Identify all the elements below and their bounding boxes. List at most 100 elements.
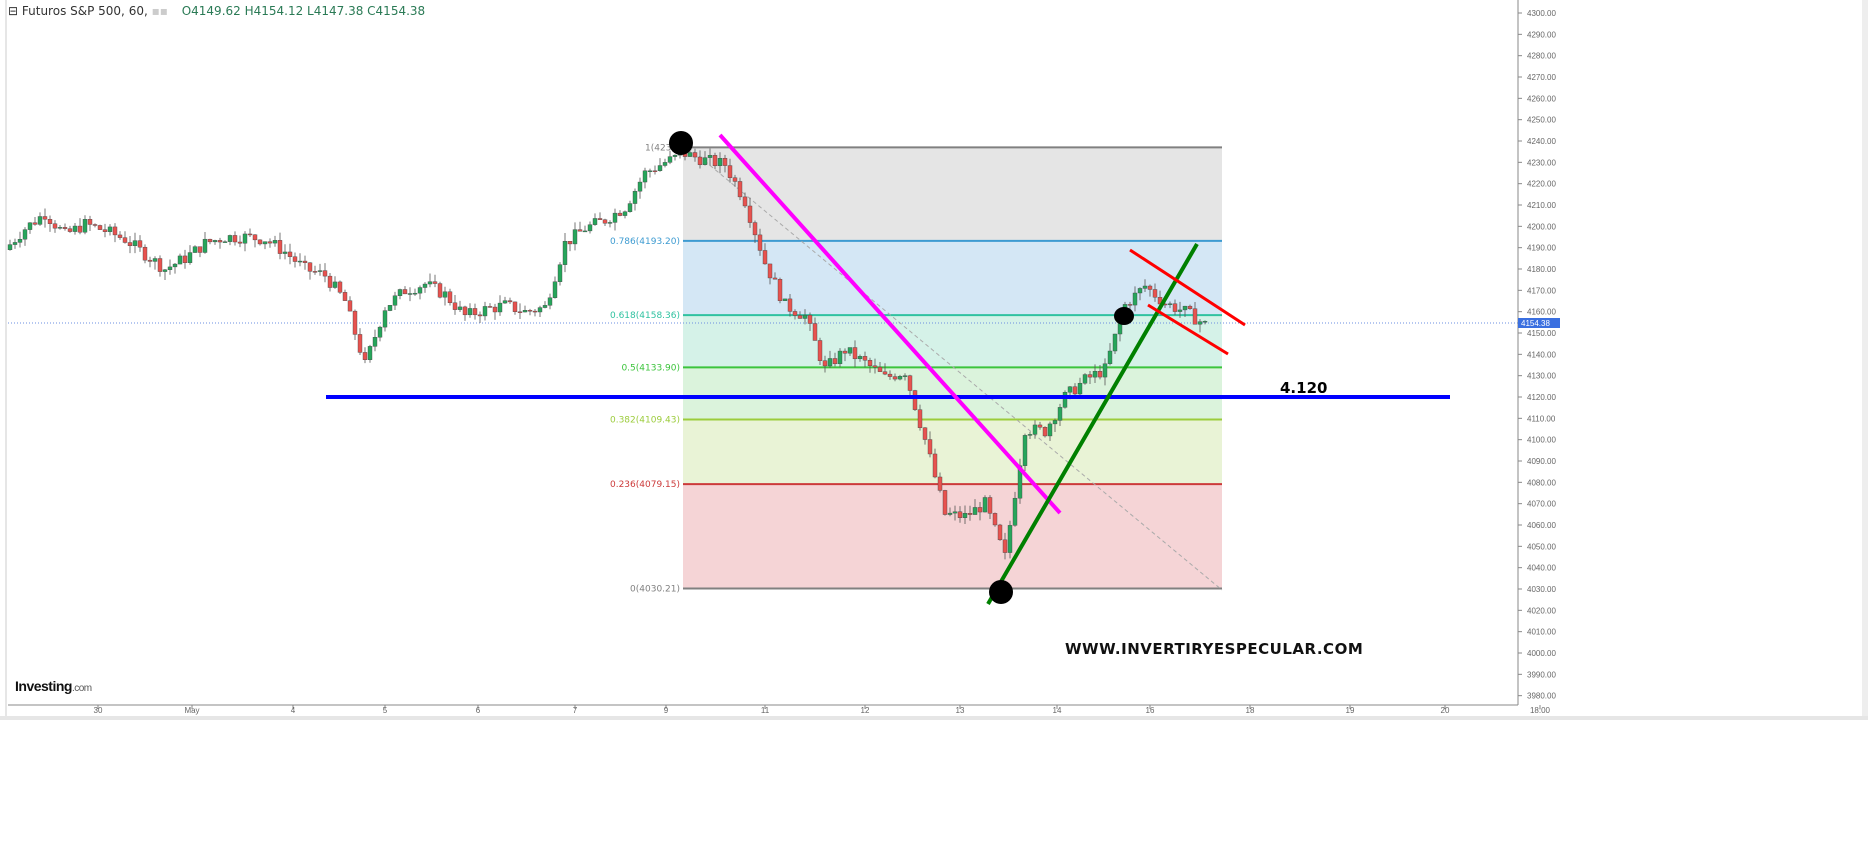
- candle-body: [202, 238, 208, 253]
- candle-body: [972, 507, 978, 515]
- candle-body: [607, 222, 613, 224]
- y-tick-label: 4010.00: [1527, 628, 1556, 637]
- candle-body: [577, 229, 583, 232]
- candle-body: [87, 219, 93, 225]
- fibonacci-retracement[interactable]: 1(4237. 0.786(4193.20) 0.618(4158.36) 0.5(4…: [610, 143, 1222, 595]
- candle-body: [742, 196, 748, 207]
- candle-body: [217, 240, 223, 243]
- candle-body: [177, 255, 183, 265]
- collapse-icon[interactable]: ⊟: [8, 4, 19, 18]
- candle-body: [1177, 309, 1183, 312]
- candle-body: [522, 310, 528, 313]
- y-tick-label: 4240.00: [1527, 137, 1556, 146]
- candles: [7, 148, 1208, 560]
- fib-zone: [683, 147, 1222, 241]
- fib-zone: [683, 484, 1222, 589]
- candle-body: [147, 259, 153, 262]
- candle-body: [187, 252, 193, 263]
- candle-body: [242, 233, 248, 244]
- fib-level-label: 0(4030.21): [630, 585, 680, 595]
- candle-body: [762, 250, 768, 265]
- candle-body: [417, 287, 423, 294]
- y-tick-label: 4220.00: [1527, 180, 1556, 189]
- candle-body: [292, 256, 298, 262]
- fib-level-label: 1(4237.: [645, 143, 680, 153]
- candle-body: [727, 165, 733, 178]
- candle-body: [582, 230, 588, 233]
- channel-upper-line[interactable]: [1129, 248, 1246, 327]
- right-scrollbar[interactable]: [1862, 0, 1868, 716]
- settings-icon[interactable]: ▪▪: [151, 4, 168, 18]
- y-tick-label: 4200.00: [1527, 222, 1556, 231]
- candle-body: [1022, 435, 1028, 466]
- candle-body: [1182, 305, 1188, 311]
- candle-body: [102, 229, 108, 232]
- candle-body: [1082, 374, 1088, 384]
- candle-body: [487, 306, 493, 308]
- x-tick-label: 7: [573, 706, 578, 715]
- pivot-low-marker: [989, 580, 1013, 604]
- y-tick-label: 4020.00: [1527, 606, 1556, 615]
- candle-body: [1002, 539, 1008, 553]
- candle-body: [97, 225, 103, 230]
- candle-body: [1152, 289, 1158, 298]
- candle-body: [1072, 386, 1078, 395]
- channel-lower-line[interactable]: [1147, 303, 1229, 356]
- x-tick-label: 6: [476, 706, 481, 715]
- candle-body: [787, 298, 793, 312]
- candle-body: [1077, 382, 1083, 395]
- candle-body: [947, 512, 953, 515]
- candle-body: [932, 453, 938, 478]
- candle-body: [752, 222, 758, 236]
- candle-body: [917, 409, 923, 428]
- x-tick-label: 12: [861, 706, 870, 715]
- x-tick-label: 18: [1246, 706, 1255, 715]
- candle-body: [162, 269, 168, 272]
- candle-body: [1047, 423, 1053, 437]
- y-tick-label: 4060.00: [1527, 521, 1556, 530]
- candle-body: [412, 292, 418, 295]
- candle-body: [812, 323, 818, 341]
- candle-body: [817, 340, 823, 361]
- candle-body: [837, 350, 843, 365]
- candle-body: [497, 302, 503, 313]
- price-axis[interactable]: 4300.00 4290.00 4280.00 4270.00 4260.00 4250.…: [1518, 9, 1556, 701]
- time-axis[interactable]: 30 May 4 5 6 7 9 11 12 13 14 16 18 19 20 18:00: [94, 705, 1551, 715]
- candle-body: [652, 170, 658, 172]
- candle-body: [1012, 497, 1018, 526]
- candle-body: [332, 281, 338, 288]
- y-tick-label: 4090.00: [1527, 457, 1556, 466]
- candle-body: [432, 281, 438, 284]
- candle-body: [397, 289, 403, 296]
- y-tick-label: 4160.00: [1527, 308, 1556, 317]
- candle-body: [982, 497, 988, 513]
- candle-body: [1032, 424, 1038, 435]
- candle-body: [592, 218, 598, 225]
- candle-body: [232, 235, 238, 243]
- uptrend-line[interactable]: [986, 242, 1199, 606]
- y-tick-label: 4050.00: [1527, 542, 1556, 551]
- candle-body: [997, 524, 1003, 541]
- downtrend-line[interactable]: [718, 133, 1062, 515]
- candle-body: [587, 224, 593, 232]
- candle-body: [1192, 308, 1198, 325]
- candle-body: [277, 240, 283, 254]
- candle-body: [327, 275, 333, 288]
- candle-body: [602, 219, 608, 224]
- candle-body: [1197, 321, 1203, 325]
- candle-body: [1042, 427, 1048, 437]
- candle-body: [1057, 407, 1063, 421]
- candle-body: [642, 170, 648, 183]
- chart-header: ⊟ Futuros S&P 500, 60, ▪▪ O4149.62 H4154…: [8, 4, 425, 18]
- candle-body: [697, 156, 703, 165]
- candle-body: [967, 513, 973, 515]
- candle-body: [207, 238, 213, 243]
- candle-body: [672, 154, 678, 157]
- y-tick-label: 4110.00: [1527, 414, 1556, 423]
- candle-body: [937, 476, 943, 491]
- candle-body: [627, 203, 633, 212]
- candle-body: [527, 310, 533, 312]
- candle-body: [802, 314, 808, 319]
- candle-body: [1147, 285, 1153, 290]
